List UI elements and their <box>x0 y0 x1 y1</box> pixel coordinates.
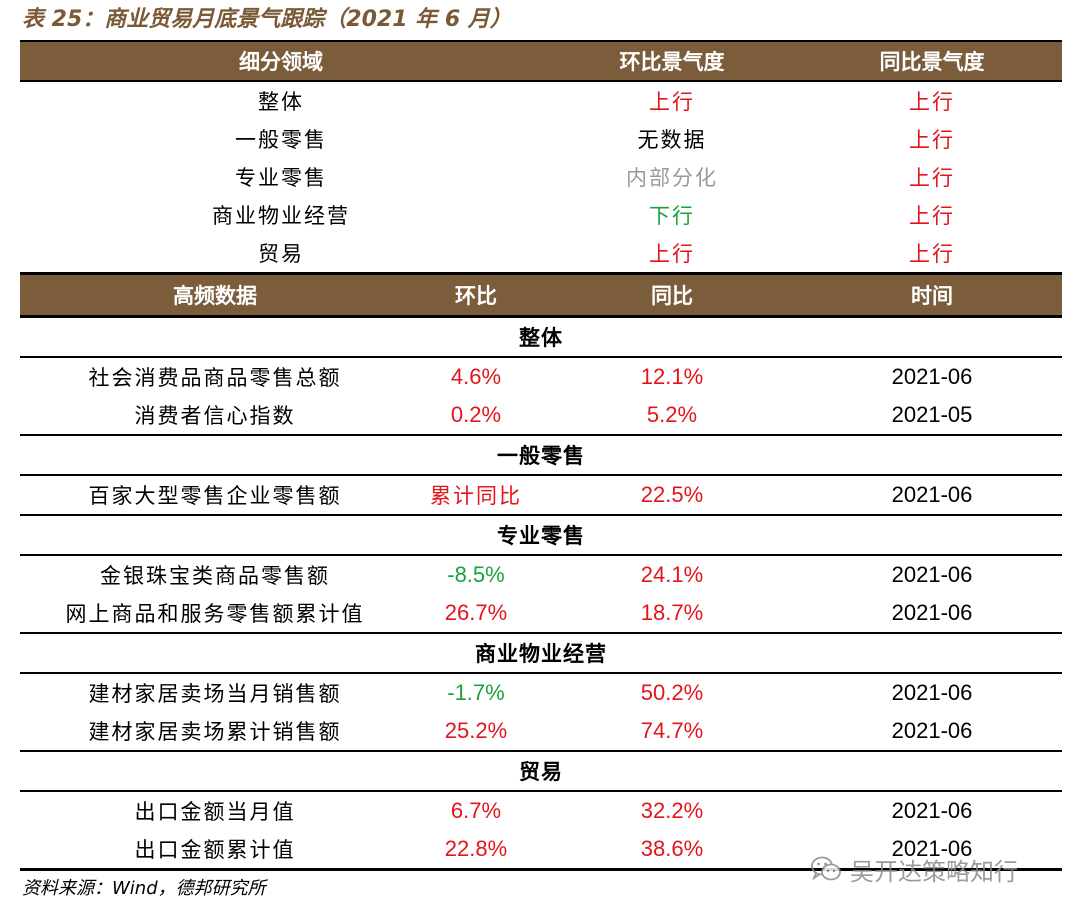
section-header-row: 专业零售 <box>20 514 1062 556</box>
header-sector: 细分领域 <box>20 40 542 82</box>
section-title: 商业物业经营 <box>20 632 1062 674</box>
yoy-value: 74.7% <box>640 718 704 743</box>
yoy-value: 12.1% <box>640 364 704 389</box>
yoy-value: 5.2% <box>646 402 698 427</box>
indicator-name: 建材家居卖场当月销售额 <box>88 682 342 706</box>
header-mom-sentiment: 环比景气度 <box>542 40 802 82</box>
data-row: 金银珠宝类商品零售额 -8.5% 24.1% 2021-06 <box>20 555 1062 594</box>
header-mom: 环比 <box>410 272 542 318</box>
sentiment-row: 专业零售 内部分化 上行 <box>20 158 1062 196</box>
wechat-icon <box>811 856 841 881</box>
yoy-sentiment: 上行 <box>909 90 955 114</box>
indicator-name: 消费者信心指数 <box>134 404 296 428</box>
sector-name: 一般零售 <box>235 128 327 152</box>
section-title: 专业零售 <box>20 514 1062 556</box>
indicator-name: 金银珠宝类商品零售额 <box>100 564 330 588</box>
section-header-row: 商业物业经营 <box>20 632 1062 674</box>
section-title: 整体 <box>20 316 1062 358</box>
sector-name: 整体 <box>258 90 304 114</box>
yoy-sentiment: 上行 <box>909 204 955 228</box>
watermark-text: 吴开达策略知行 <box>850 857 1018 886</box>
indicator-name: 出口金额累计值 <box>20 830 410 871</box>
sentiment-header-row: 细分领域 环比景气度 同比景气度 <box>20 40 1062 82</box>
source-note: 资料来源：Wind，德邦研究所 <box>22 878 266 899</box>
sector-name: 专业零售 <box>235 166 327 190</box>
yoy-sentiment: 上行 <box>909 166 955 190</box>
section-header-row: 整体 <box>20 316 1062 358</box>
data-row: 消费者信心指数 0.2% 5.2% 2021-05 <box>20 396 1062 435</box>
mom-value: 6.7% <box>450 798 502 823</box>
mom-value: 22.8% <box>410 830 542 871</box>
data-row: 社会消费品商品零售总额 4.6% 12.1% 2021-06 <box>20 357 1062 396</box>
time-value: 2021-06 <box>802 830 1062 871</box>
time-value: 2021-06 <box>891 482 973 507</box>
mom-sentiment: 内部分化 <box>626 166 718 190</box>
time-value: 2021-06 <box>891 680 973 705</box>
yoy-value: 50.2% <box>640 680 704 705</box>
indicator-name: 百家大型零售企业零售额 <box>88 484 342 508</box>
indicator-name: 社会消费品商品零售总额 <box>88 366 342 390</box>
yoy-value: 24.1% <box>640 562 704 587</box>
mom-sentiment: 下行 <box>649 204 695 228</box>
yoy-sentiment: 上行 <box>909 242 955 266</box>
section-header-row: 一般零售 <box>20 434 1062 476</box>
sector-name: 商业物业经营 <box>212 204 350 228</box>
yoy-value: 38.6% <box>542 830 802 871</box>
table-body: 细分领域 环比景气度 同比景气度 整体 上行 上行 一般零售 无数据 上行 专业零售 内部分化 上行商… <box>20 40 1062 871</box>
sentiment-row: 一般零售 无数据 上行 <box>20 120 1062 158</box>
section-header-row: 贸易 <box>20 750 1062 792</box>
data-row: 出口金额累计值 22.8% 38.6% 2021-06 <box>20 830 1062 871</box>
sector-name: 贸易 <box>258 242 304 266</box>
data-row: 百家大型零售企业零售额 累计同比 22.5% 2021-06 <box>20 475 1062 515</box>
time-value: 2021-06 <box>891 600 973 625</box>
sentiment-row: 整体 上行 上行 <box>20 81 1062 120</box>
mom-sentiment: 上行 <box>649 90 695 114</box>
data-row: 网上商品和服务零售额累计值 26.7% 18.7% 2021-06 <box>20 594 1062 633</box>
data-row: 出口金额当月值 6.7% 32.2% 2021-06 <box>20 791 1062 830</box>
indicator-name: 建材家居卖场累计销售额 <box>88 720 342 744</box>
mom-value: 4.6% <box>450 364 502 389</box>
section-title: 贸易 <box>20 750 1062 792</box>
watermark: 吴开达策略知行 <box>810 852 1018 886</box>
mom-sentiment: 无数据 <box>637 128 707 152</box>
time-value: 2021-06 <box>891 718 973 743</box>
indicator-name: 出口金额当月值 <box>134 800 296 824</box>
data-row: 建材家居卖场累计销售额 25.2% 74.7% 2021-06 <box>20 712 1062 751</box>
table-title: 表 25：商业贸易月底景气跟踪（2021 年 6 月） <box>22 7 512 32</box>
data-header-row: 高频数据 环比 同比 时间 <box>20 272 1062 318</box>
time-value: 2021-06 <box>891 562 973 587</box>
mom-value: -8.5% <box>447 562 505 587</box>
yoy-value: 22.5% <box>640 482 704 507</box>
header-time: 时间 <box>802 272 1062 318</box>
yoy-value: 32.2% <box>640 798 704 823</box>
header-yoy: 同比 <box>542 272 802 318</box>
mom-value: 26.7% <box>444 600 508 625</box>
sentiment-row: 商业物业经营 下行 上行 <box>20 196 1062 234</box>
time-value: 2021-06 <box>891 364 973 389</box>
indicator-name: 网上商品和服务零售额累计值 <box>65 602 365 626</box>
sentiment-row: 贸易 上行 上行 <box>20 234 1062 274</box>
section-title: 一般零售 <box>20 434 1062 476</box>
data-row: 建材家居卖场当月销售额 -1.7% 50.2% 2021-06 <box>20 673 1062 712</box>
yoy-sentiment: 上行 <box>909 128 955 152</box>
sentiment-table: 细分领域 环比景气度 同比景气度 整体 上行 上行 一般零售 无数据 上行 专业零售 内部分化 上行商… <box>20 40 1062 871</box>
time-value: 2021-06 <box>891 798 973 823</box>
yoy-value: 18.7% <box>640 600 704 625</box>
mom-value: 25.2% <box>444 718 508 743</box>
time-value: 2021-05 <box>891 402 973 427</box>
header-yoy-sentiment: 同比景气度 <box>802 40 1062 82</box>
mom-value: -1.7% <box>447 680 505 705</box>
mom-sentiment: 上行 <box>649 242 695 266</box>
header-indicator: 高频数据 <box>20 272 410 318</box>
mom-value: 0.2% <box>450 402 502 427</box>
mom-value: 累计同比 <box>430 484 522 508</box>
